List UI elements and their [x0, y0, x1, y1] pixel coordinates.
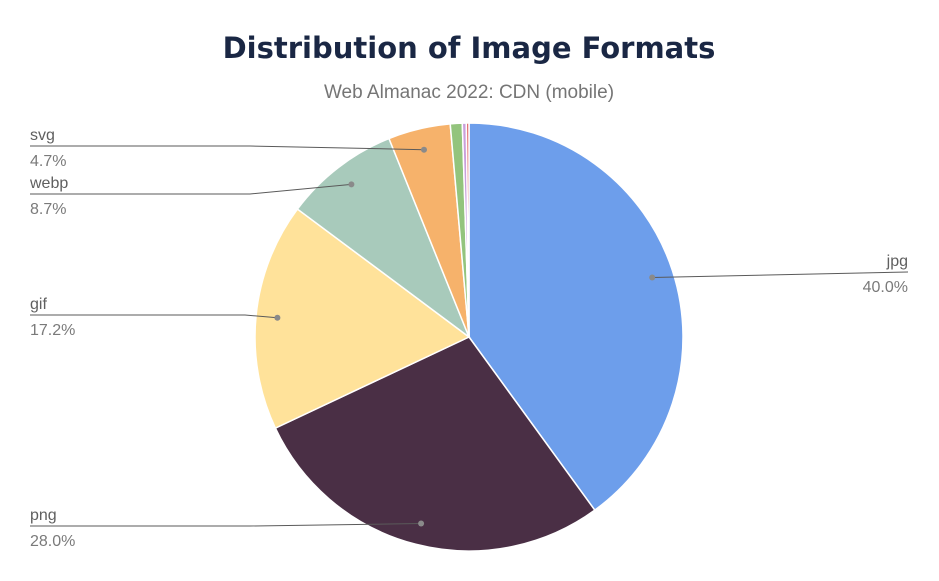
slice-percent-gif: 17.2% — [30, 322, 75, 339]
slice-label-png: png — [30, 507, 57, 524]
slice-percent-png: 28.0% — [30, 533, 75, 550]
pie-slices — [254, 122, 684, 552]
pie-slice-png — [274, 336, 596, 552]
leader-dot-webp — [348, 181, 355, 188]
leader-line-gif — [30, 314, 278, 319]
leader-line-png — [30, 523, 422, 527]
leader-line-webp — [30, 183, 352, 195]
leader-dot-png — [418, 520, 425, 527]
leader-dot-gif — [274, 314, 281, 321]
leader-line-svg — [30, 145, 425, 151]
slice-label-svg: svg — [30, 127, 55, 144]
slice-callouts: jpg 40.0% png 28.0% gif 17.2% webp 8.7% svg 4.7% — [29, 127, 909, 550]
pie-slice-jpg — [468, 122, 684, 512]
pie-slice-webp — [296, 137, 471, 340]
slice-percent-webp: 8.7% — [30, 201, 66, 218]
leader-line-jpg — [652, 271, 909, 278]
pie-slice-minor-7 — [465, 122, 470, 338]
slice-label-jpg: jpg — [886, 253, 908, 270]
chart-title: Distribution of Image Formats — [223, 31, 716, 65]
leader-dot-jpg — [649, 274, 656, 281]
slice-percent-svg: 4.7% — [30, 153, 66, 170]
slice-label-gif: gif — [30, 296, 47, 313]
slice-percent-jpg: 40.0% — [863, 279, 908, 296]
leader-dot-svg — [421, 146, 427, 153]
chart-subtitle: Web Almanac 2022: CDN (mobile) — [324, 82, 614, 103]
slice-label-webp: webp — [29, 175, 68, 192]
